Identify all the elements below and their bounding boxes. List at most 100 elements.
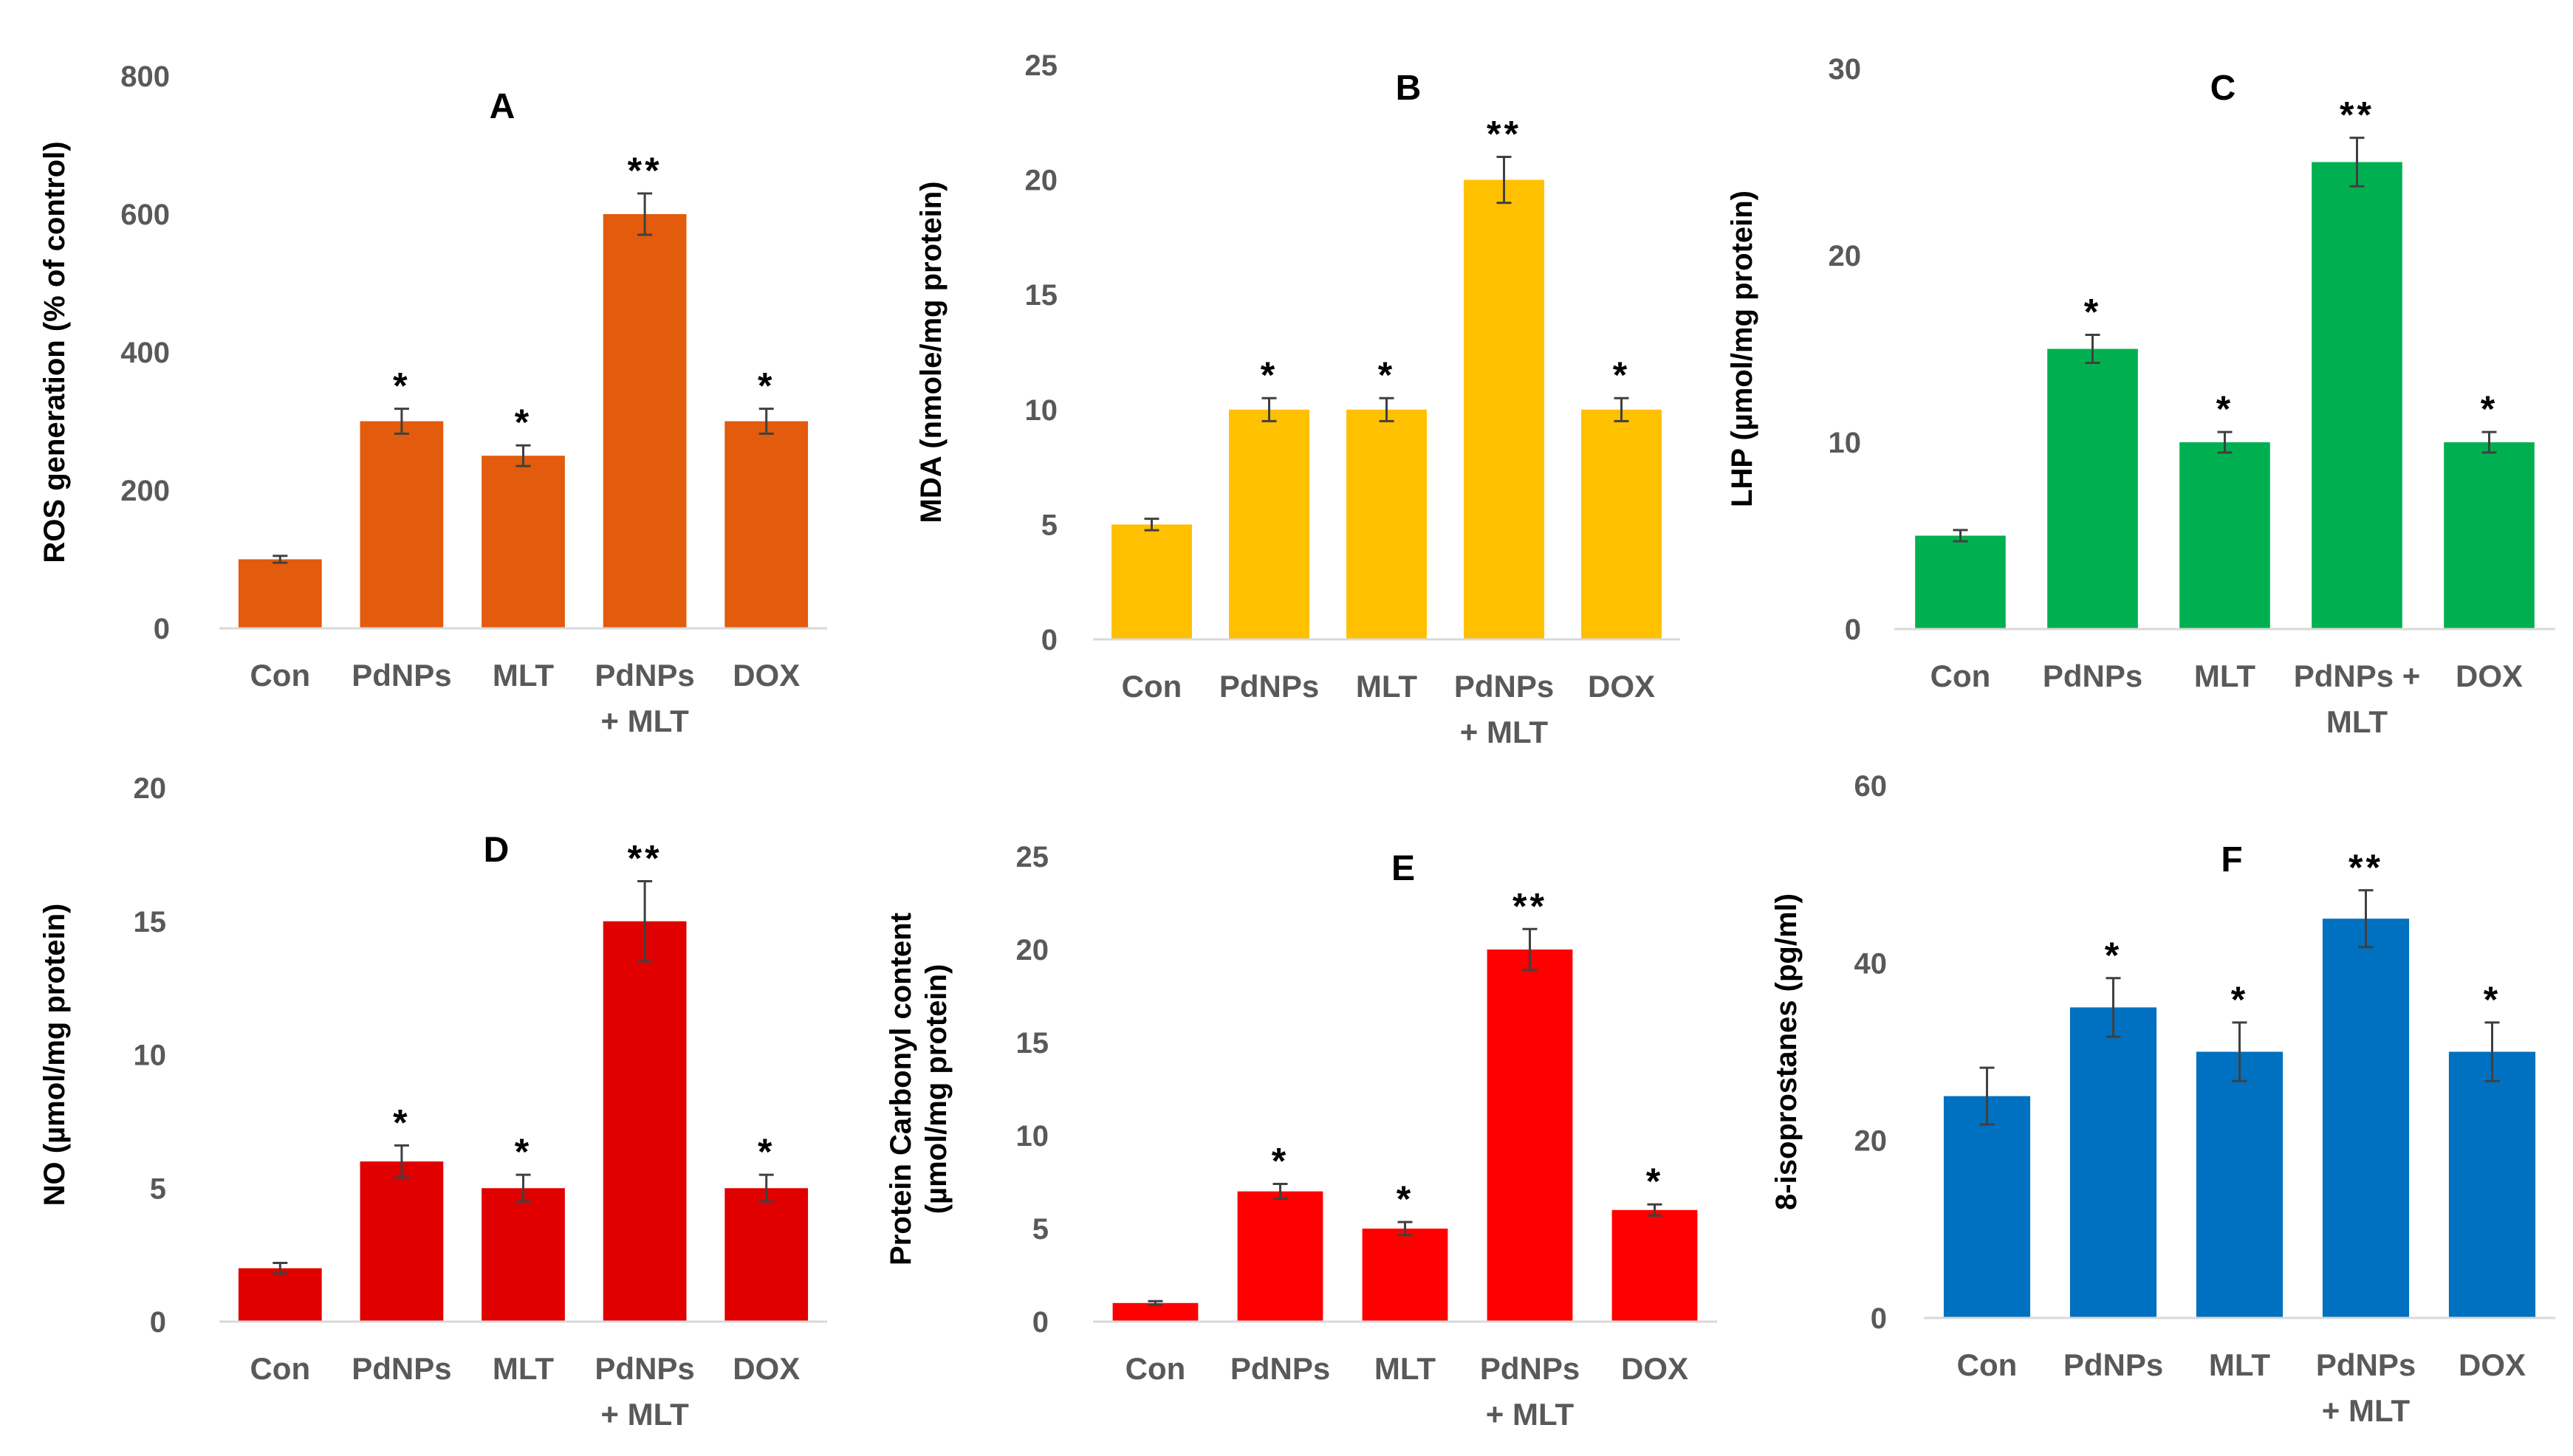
y-tick-label: 20 — [1854, 1125, 1888, 1158]
chart-panel-b: 0 5 10 15 20 25 MDA (nmole/mg protein) B Con * PdN… — [915, 49, 1680, 749]
panel-label: F — [2221, 840, 2242, 879]
y-tick-label: 5 — [1041, 509, 1058, 541]
x-tick-label: PdNPs — [1480, 1351, 1580, 1386]
bar-a-5 — [724, 421, 809, 628]
bar-e-5 — [1611, 1209, 1698, 1322]
x-tick-label: PdNPs — [1219, 669, 1319, 704]
x-tick-label: MLT — [1374, 1351, 1436, 1386]
bar-c-4 — [2312, 162, 2402, 629]
y-axis-title: (µmol/mg protein) — [920, 964, 953, 1215]
y-tick-label: 40 — [1854, 947, 1888, 980]
x-tick-label: + MLT — [2322, 1393, 2411, 1428]
y-tick-label: 25 — [1016, 841, 1049, 873]
x-tick-label: + MLT — [600, 1397, 689, 1432]
x-tick-label: DOX — [2459, 1347, 2526, 1382]
bar-d-2 — [360, 1161, 444, 1322]
significance-marker: * — [1397, 1178, 1414, 1220]
y-tick-label: 5 — [1032, 1213, 1049, 1246]
y-tick-label: 0 — [1041, 624, 1058, 656]
y-tick-label: 0 — [154, 613, 170, 645]
x-tick-label: MLT — [493, 658, 555, 693]
y-tick-label: 600 — [120, 199, 170, 231]
significance-marker: * — [515, 1131, 532, 1172]
significance-marker: ** — [628, 150, 662, 191]
significance-marker: * — [758, 1131, 775, 1172]
panel-label: A — [490, 87, 515, 126]
y-axis-title: Protein Carbonyl content — [885, 913, 917, 1266]
bar-a-4 — [603, 214, 687, 628]
bar-e-1 — [1112, 1302, 1199, 1322]
x-tick-label: Con — [1957, 1347, 2018, 1382]
significance-marker: * — [1378, 354, 1395, 396]
x-tick-label: MLT — [493, 1351, 555, 1386]
x-tick-label: PdNPs — [2316, 1347, 2416, 1382]
bar-b-4 — [1464, 179, 1544, 640]
significance-marker: * — [2231, 979, 2248, 1020]
y-tick-label: 20 — [1016, 934, 1049, 966]
y-tick-label: 15 — [1016, 1027, 1049, 1060]
chart-panel-a: 0 200 400 600 800 ROS generation (% of contro… — [38, 61, 827, 738]
bar-f-3 — [2196, 1051, 2284, 1318]
significance-marker: * — [758, 365, 775, 407]
y-tick-label: 400 — [120, 337, 170, 369]
y-tick-label: 15 — [1025, 279, 1058, 312]
significance-marker: * — [2216, 388, 2233, 430]
y-tick-label: 200 — [120, 475, 170, 507]
bar-b-3 — [1346, 409, 1427, 639]
x-tick-label: DOX — [2456, 659, 2523, 693]
y-tick-label: 0 — [150, 1306, 166, 1339]
bar-a-2 — [360, 421, 444, 628]
bar-e-2 — [1237, 1191, 1323, 1322]
bar-a-3 — [482, 456, 565, 628]
y-tick-label: 10 — [134, 1040, 167, 1072]
x-tick-label: DOX — [733, 1351, 800, 1386]
x-tick-label: PdNPs — [2063, 1347, 2163, 1382]
significance-marker: * — [1272, 1141, 1289, 1182]
x-tick-label: PdNPs — [1230, 1351, 1330, 1386]
x-tick-label: + MLT — [600, 704, 689, 738]
x-tick-label: MLT — [2209, 1347, 2271, 1382]
significance-marker: ** — [2348, 847, 2383, 888]
x-tick-label: Con — [250, 658, 310, 693]
bar-f-1 — [1943, 1096, 2031, 1318]
significance-marker: * — [2481, 388, 2498, 430]
y-axis-title: LHP (µmol/mg protein) — [1726, 190, 1758, 507]
significance-marker: * — [1646, 1161, 1663, 1202]
y-tick-label: 10 — [1016, 1120, 1049, 1153]
significance-marker: ** — [1487, 113, 1521, 154]
x-tick-label: + MLT — [1486, 1397, 1575, 1432]
x-tick-label: DOX — [1588, 669, 1655, 704]
y-tick-label: 800 — [120, 61, 170, 93]
y-tick-label: 20 — [1829, 240, 1862, 272]
y-tick-label: 10 — [1829, 427, 1862, 459]
y-tick-label: 30 — [1829, 53, 1862, 86]
bar-f-4 — [2322, 918, 2410, 1318]
x-tick-label: Con — [1930, 659, 1991, 693]
x-tick-label: PdNPs — [352, 658, 451, 693]
bar-c-2 — [2047, 348, 2138, 629]
significance-marker: * — [2105, 935, 2122, 976]
chart-panel-c: 0 10 20 30 LHP (µmol/mg protein) C Con * PdNPs * M… — [1726, 53, 2555, 739]
x-tick-label: Con — [1126, 1351, 1186, 1386]
panel-label: D — [484, 831, 510, 870]
y-tick-label: 0 — [1032, 1306, 1049, 1339]
y-tick-label: 5 — [150, 1172, 166, 1205]
chart-panel-e: 0 5 10 15 20 25 Protein Carbonyl content (µmol/… — [885, 841, 1717, 1432]
x-tick-label: MLT — [1356, 669, 1418, 704]
panel-label: E — [1391, 849, 1415, 888]
bar-b-1 — [1111, 524, 1192, 639]
x-tick-label: PdNPs — [595, 1351, 694, 1386]
y-tick-label: 0 — [1871, 1302, 1887, 1335]
x-tick-label: PdNPs + — [2294, 659, 2421, 693]
significance-marker: * — [515, 402, 532, 443]
bar-d-3 — [482, 1188, 565, 1322]
x-tick-label: PdNPs — [595, 658, 694, 693]
bar-c-5 — [2444, 442, 2535, 629]
bar-d-5 — [724, 1188, 809, 1322]
y-axis-title: MDA (nmole/mg protein) — [915, 182, 948, 523]
y-tick-label: 15 — [134, 906, 167, 938]
x-tick-label: Con — [250, 1351, 310, 1386]
panel-label: B — [1396, 69, 1422, 108]
bar-d-1 — [238, 1268, 322, 1322]
